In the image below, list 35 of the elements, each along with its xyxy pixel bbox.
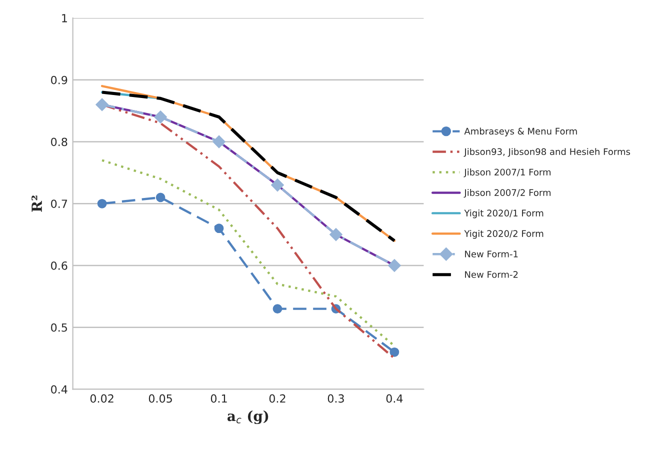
- point: [154, 110, 167, 124]
- point: [212, 135, 226, 148]
- point: [330, 228, 342, 241]
- legend-label: Ambraseys & Menu Form: [464, 128, 577, 136]
- x-axis-title: a$_{c}$ (g): [228, 410, 268, 424]
- y-axis-title: R²: [32, 196, 42, 212]
- point: [214, 224, 224, 234]
- x-tick-label: 0.3: [328, 394, 344, 403]
- point: [96, 98, 108, 112]
- point: [97, 198, 107, 208]
- legend-label: Jibson 2007/2 Form: [464, 189, 551, 198]
- point: [390, 347, 400, 357]
- x-tick-label: 0.4: [386, 394, 403, 403]
- point: [272, 304, 282, 314]
- point: [156, 192, 166, 202]
- y-tick-label: 0.6: [51, 261, 68, 270]
- y-tick-label: 0.4: [51, 385, 68, 394]
- x-tick-label: 0.1: [210, 394, 227, 403]
- legend-label: Jibson 2007/1 Form: [464, 168, 551, 178]
- x-tick-label: 0.05: [148, 394, 172, 403]
- point: [271, 178, 284, 192]
- y-tick-label: 0.8: [51, 138, 68, 146]
- legend-label: New Form-2: [465, 271, 518, 278]
- legend-label: Yigit 2020/2 Form: [464, 230, 544, 239]
- y-tick-label: 0.5: [51, 323, 67, 332]
- x-tick-label: 0.2: [269, 394, 286, 403]
- legend-label: New Form-1: [465, 250, 518, 258]
- line-series: [100, 159, 396, 348]
- x-tick-label: 0.02: [90, 394, 114, 403]
- y-tick-label: 1: [62, 14, 67, 22]
- y-tick-label: 0.7: [51, 200, 68, 208]
- legend-label: Jibson93, Jibson98 and Hesieh Forms: [464, 148, 630, 157]
- point: [388, 259, 401, 272]
- legend-label: Yigit 2020/1 Form: [464, 209, 544, 218]
- y-tick-label: 0.9: [51, 76, 68, 84]
